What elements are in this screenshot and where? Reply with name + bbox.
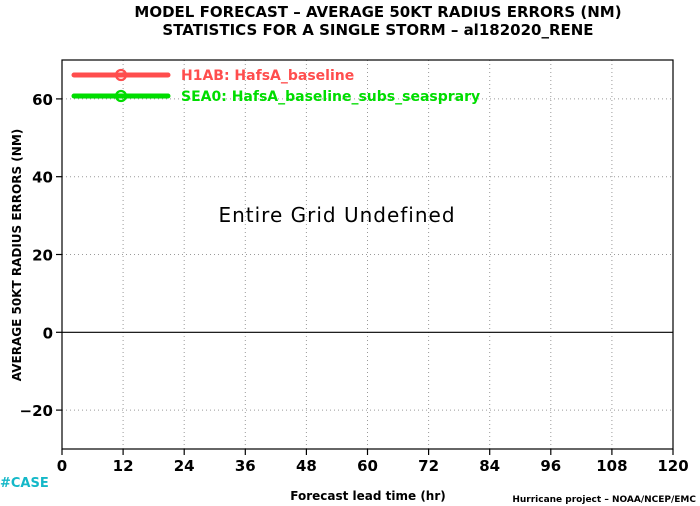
plot-frame bbox=[61, 59, 674, 450]
x-tick-label: 60 bbox=[357, 457, 378, 475]
x-tick-label: 12 bbox=[113, 457, 134, 475]
legend-marker-2 bbox=[114, 89, 128, 103]
y-tick-label: 40 bbox=[32, 169, 53, 187]
y-tick-label: 0 bbox=[43, 324, 53, 342]
x-tick-label: 108 bbox=[596, 457, 627, 475]
y-tick-label: −20 bbox=[20, 402, 53, 420]
x-tick-label: 120 bbox=[657, 457, 688, 475]
y-tick-label: 60 bbox=[32, 91, 53, 109]
x-tick-label: 72 bbox=[418, 457, 439, 475]
legend-marker-1 bbox=[114, 68, 128, 82]
chart-title-line2: STATISTICS FOR A SINGLE STORM – al182020… bbox=[162, 21, 593, 39]
x-axis-label: Forecast lead time (hr) bbox=[290, 489, 446, 503]
y-tick-label: 20 bbox=[32, 247, 53, 265]
x-tick-label: 84 bbox=[479, 457, 500, 475]
legend-label-2: SEA0: HafsA_baseline_subs_seasprary bbox=[181, 89, 480, 105]
case-label: #CASE bbox=[0, 476, 49, 491]
x-tick-label: 0 bbox=[57, 457, 67, 475]
grid-lines bbox=[62, 60, 673, 449]
undefined-grid-message: Entire Grid Undefined bbox=[218, 203, 455, 227]
legend-label-1: H1AB: HafsA_baseline bbox=[181, 68, 354, 84]
credit-text: Hurricane project – NOAA/NCEP/EMC bbox=[512, 495, 696, 505]
axes: 0 12 24 36 48 60 72 84 96 108 120 −20 0 20 40 60 bbox=[20, 59, 689, 475]
y-axis-label: AVERAGE 50KT RADIUS ERRORS (NM) bbox=[10, 129, 24, 381]
x-tick-label: 24 bbox=[174, 457, 195, 475]
x-tick-label: 36 bbox=[235, 457, 256, 475]
legend: H1AB: HafsA_baseline SEA0: HafsA_baseline… bbox=[71, 68, 480, 105]
x-tick-label: 96 bbox=[540, 457, 561, 475]
x-tick-label: 48 bbox=[296, 457, 317, 475]
chart-title-line1: MODEL FORECAST – AVERAGE 50KT RADIUS ERR… bbox=[134, 3, 621, 21]
